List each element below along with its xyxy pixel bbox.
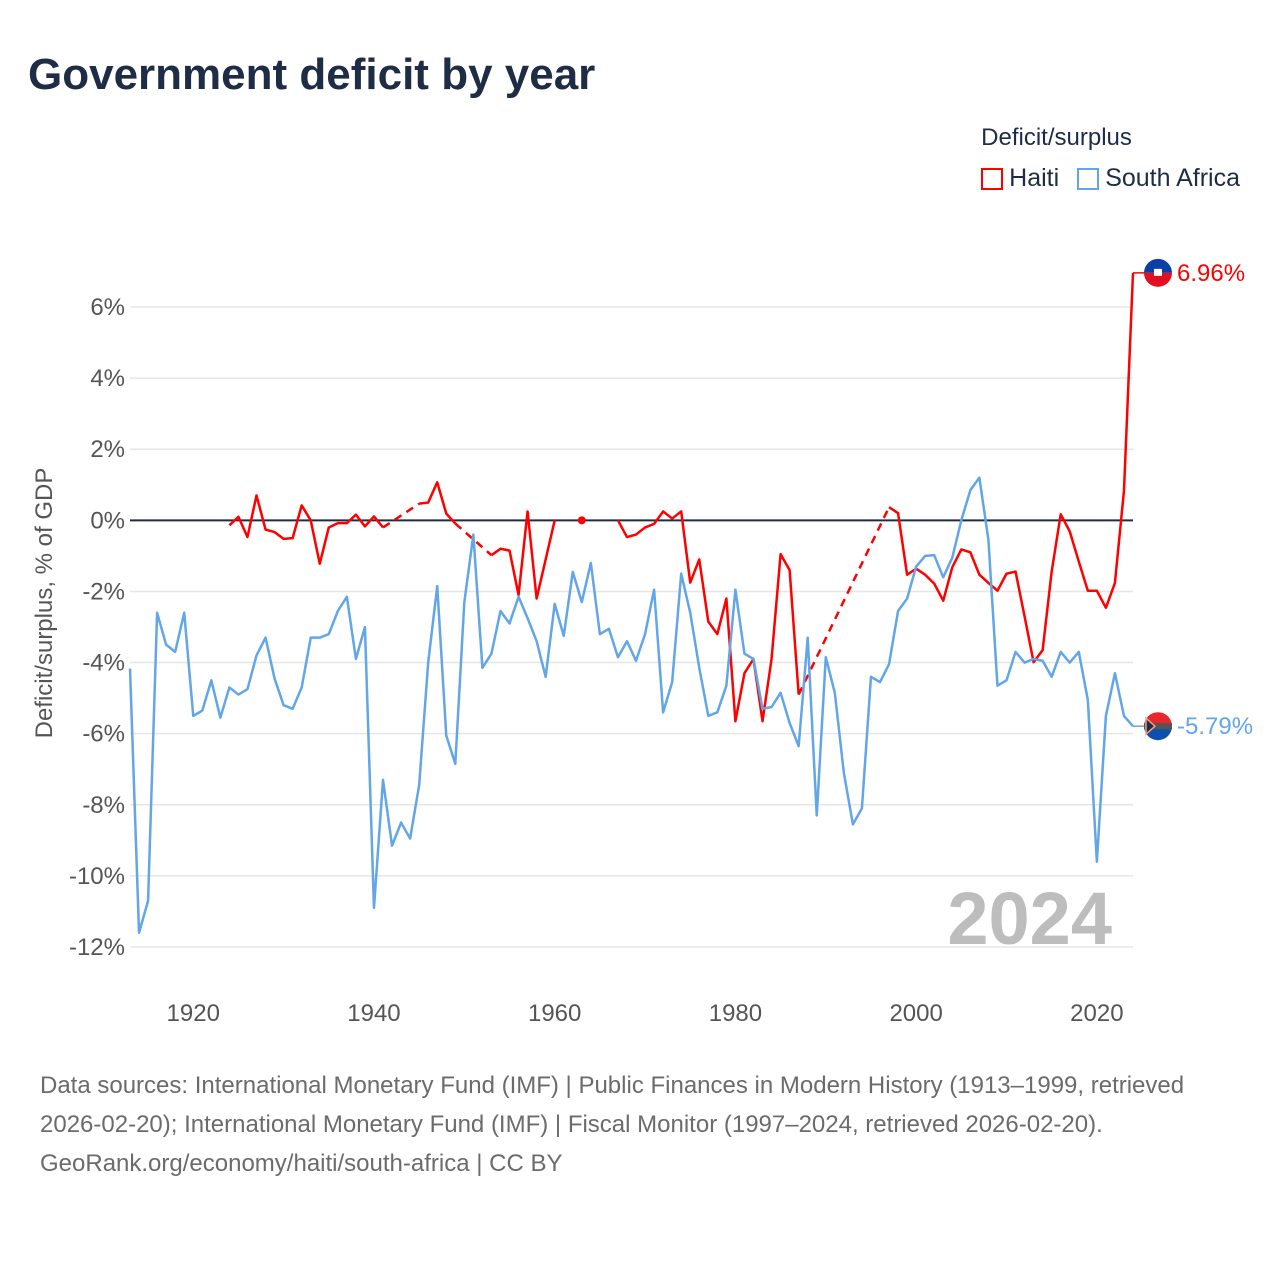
x-tick-label: 2020 (1070, 1000, 1123, 1027)
x-tick-label: 2000 (889, 1000, 942, 1027)
legend-item-south-africa[interactable]: South Africa (1077, 164, 1240, 193)
y-tick-label: -10% (69, 863, 125, 890)
interpolated-segment (797, 506, 891, 696)
flag-part (1154, 268, 1162, 276)
flag-part (1144, 272, 1172, 287)
series-line-haiti (419, 481, 457, 525)
year-watermark: 2024 (947, 877, 1112, 960)
legend-title: Deficit/surplus (981, 124, 1132, 151)
legend-label: South Africa (1105, 164, 1240, 192)
series-line-haiti (888, 272, 1135, 664)
footer: Data sources: International Monetary Fun… (40, 1066, 1240, 1183)
credit-link[interactable]: GeoRank.org/economy/haiti/south-africa |… (40, 1150, 563, 1177)
haiti-flag-icon (1144, 258, 1172, 287)
legend-label: Haiti (1009, 164, 1060, 192)
legend-swatch (1077, 167, 1100, 190)
data-point (577, 516, 586, 525)
x-tick-label: 1960 (528, 1000, 581, 1027)
y-tick-label: 2% (90, 436, 125, 463)
y-tick-label: -4% (82, 650, 125, 677)
y-tick-label: 4% (90, 365, 125, 392)
y-tick-label: 0% (90, 507, 125, 534)
flag-part (1144, 723, 1172, 730)
x-tick-label: 1980 (709, 1000, 762, 1027)
flag-part (1145, 716, 1157, 736)
interpolated-segment (382, 502, 420, 529)
y-tick-label: -2% (82, 578, 125, 605)
y-axis-label: Deficit/surplus, % of GDP (31, 468, 58, 739)
series-line-haiti (616, 510, 800, 723)
y-tick-label: -6% (82, 721, 125, 748)
y-tick-label: -8% (82, 792, 125, 819)
data-sources: Data sources: International Monetary Fun… (40, 1072, 1185, 1138)
legend-item-haiti[interactable]: Haiti (981, 164, 1059, 193)
y-tick-label: 6% (90, 294, 125, 321)
legend: Deficit/surplus Haiti South Africa (981, 124, 1240, 193)
page-title: Government deficit by year (28, 50, 596, 99)
x-tick-label: 1920 (167, 1000, 220, 1027)
south-africa-flag-icon (1144, 712, 1172, 741)
end-value-label: -5.79% (1177, 713, 1253, 740)
flag-part (1144, 258, 1172, 273)
end-value-label: 6.96% (1177, 260, 1245, 287)
x-tick-label: 1940 (347, 1000, 400, 1027)
series-line-south-africa (128, 476, 1134, 935)
legend-swatch (981, 167, 1004, 190)
series-line-haiti (228, 494, 384, 565)
series-line-haiti (490, 510, 556, 600)
y-tick-label: -12% (69, 934, 125, 961)
